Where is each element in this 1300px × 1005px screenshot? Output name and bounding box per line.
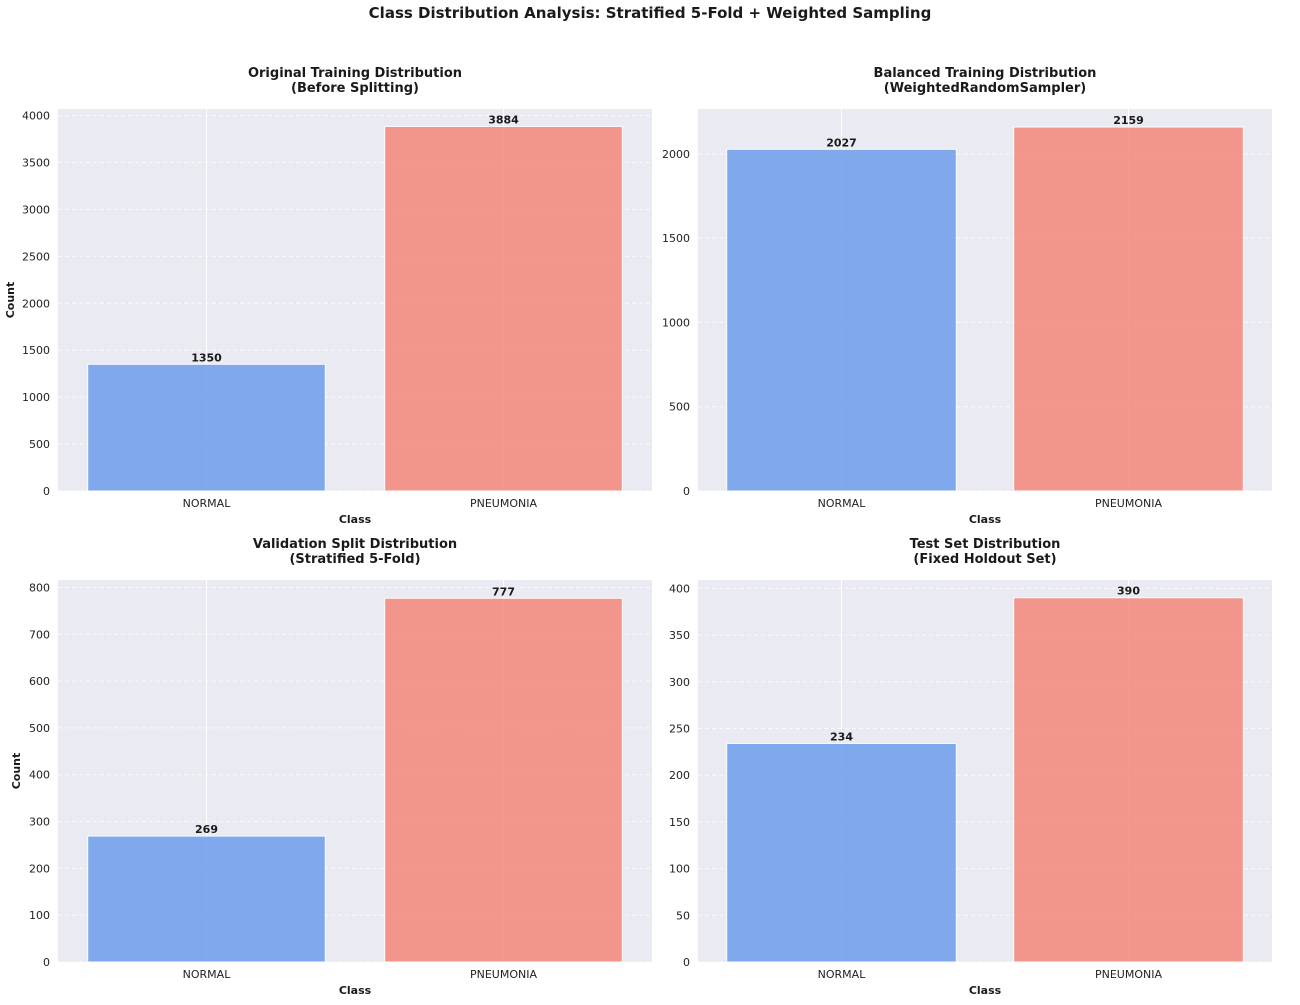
- y-tick-label: 300: [29, 816, 50, 829]
- y-tick-label: 600: [29, 675, 50, 688]
- data-label-pneumonia: 3884: [488, 113, 519, 126]
- y-tick-label: 0: [683, 956, 690, 969]
- y-tick-label: 200: [29, 862, 50, 875]
- x-axis-label: Class: [339, 984, 372, 997]
- data-label-pneumonia: 2159: [1113, 114, 1144, 127]
- y-tick-label: 3500: [22, 156, 50, 169]
- y-axis-label: Count: [4, 282, 17, 319]
- subplot-3: 269 NORMAL 777 PNEUMONIA 0 100 200 300 400 500 600…: [10, 537, 652, 997]
- y-tick-label: 2000: [662, 148, 690, 161]
- subplot-title: (Stratified 5-Fold): [289, 552, 420, 567]
- y-tick-label: 800: [29, 581, 50, 594]
- bar-normal: [726, 742, 957, 963]
- y-tick-label: 0: [43, 485, 50, 498]
- y-tick-label: 0: [683, 485, 690, 498]
- y-tick-label: 2000: [22, 297, 50, 310]
- y-tick-label: 400: [669, 582, 690, 595]
- y-tick-label: 1500: [22, 344, 50, 357]
- y-tick-label: 200: [669, 769, 690, 782]
- y-tick-label: 100: [669, 863, 690, 876]
- subplot-4: 234 NORMAL 390 PNEUMONIA 0 50 100 150 200 250 300 3…: [669, 537, 1272, 997]
- y-tick-label: 2500: [22, 250, 50, 263]
- y-axis-label: Count: [10, 753, 23, 790]
- subplot-title: Original Training Distribution: [248, 66, 462, 81]
- data-label-normal: 1350: [191, 351, 222, 364]
- subplot-title: Validation Split Distribution: [253, 537, 457, 552]
- y-tick-label: 4000: [22, 110, 50, 123]
- x-tick-label: NORMAL: [818, 497, 867, 510]
- bar-normal: [87, 363, 326, 492]
- subplot-title: Test Set Distribution: [910, 537, 1061, 552]
- y-tick-label: 3000: [22, 203, 50, 216]
- subplot-title: Balanced Training Distribution: [874, 66, 1097, 81]
- x-tick-label: PNEUMONIA: [1095, 968, 1162, 981]
- data-label-pneumonia: 777: [492, 585, 515, 598]
- y-tick-label: 100: [29, 909, 50, 922]
- y-tick-label: 1000: [662, 316, 690, 329]
- y-tick-label: 0: [43, 956, 50, 969]
- bar-pneumonia: [1013, 597, 1244, 963]
- x-tick-label: PNEUMONIA: [1095, 497, 1162, 510]
- y-tick-label: 500: [29, 722, 50, 735]
- data-label-normal: 234: [830, 730, 853, 743]
- bar-normal: [726, 148, 957, 492]
- data-label-pneumonia: 390: [1117, 585, 1140, 598]
- data-label-normal: 269: [195, 823, 218, 836]
- y-tick-label: 500: [669, 401, 690, 414]
- bar-pneumonia: [1013, 126, 1244, 492]
- subplot-title: (WeightedRandomSampler): [884, 81, 1086, 96]
- y-tick-label: 350: [669, 629, 690, 642]
- y-tick-label: 400: [29, 769, 50, 782]
- bar-pneumonia: [384, 125, 623, 492]
- x-axis-label: Class: [969, 513, 1002, 526]
- y-tick-label: 700: [29, 628, 50, 641]
- bar-normal: [87, 835, 326, 963]
- figure-title: Class Distribution Analysis: Stratified …: [368, 4, 932, 22]
- bar-pneumonia: [384, 597, 623, 963]
- y-tick-label: 50: [676, 909, 690, 922]
- data-label-normal: 2027: [826, 136, 857, 149]
- x-tick-label: NORMAL: [183, 968, 232, 981]
- y-tick-label: 1500: [662, 232, 690, 245]
- x-tick-label: PNEUMONIA: [470, 968, 537, 981]
- x-axis-label: Class: [969, 984, 1002, 997]
- y-tick-label: 500: [29, 438, 50, 451]
- x-tick-label: NORMAL: [183, 497, 232, 510]
- y-tick-label: 300: [669, 676, 690, 689]
- x-tick-label: PNEUMONIA: [470, 497, 537, 510]
- y-tick-label: 1000: [22, 391, 50, 404]
- subplot-title: (Before Splitting): [291, 81, 419, 96]
- subplot-1: 1350 NORMAL 3884 PNEUMONIA 0 500 1000 1500 2000 2…: [4, 66, 652, 526]
- x-axis-label: Class: [339, 513, 372, 526]
- subplot-title: (Fixed Holdout Set): [913, 552, 1056, 567]
- y-tick-label: 250: [669, 723, 690, 736]
- subplot-2: 2027 NORMAL 2159 PNEUMONIA 0 500 1000 1500 2000 B…: [662, 66, 1272, 526]
- x-tick-label: NORMAL: [818, 968, 867, 981]
- y-tick-label: 150: [669, 816, 690, 829]
